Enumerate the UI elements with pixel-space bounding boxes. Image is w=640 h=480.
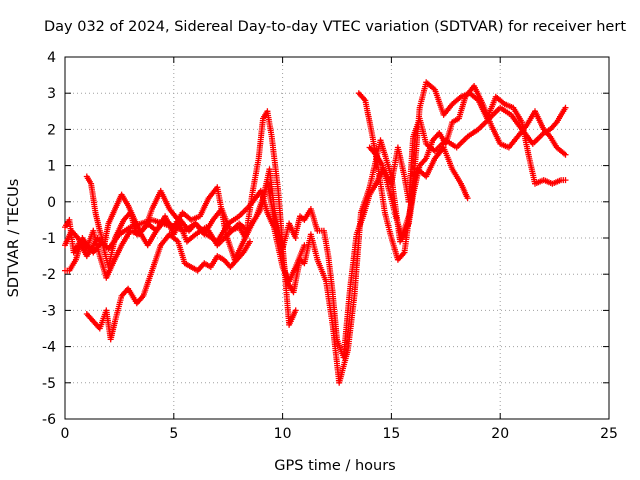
data-point-markers — [292, 104, 569, 361]
x-tick-label: 25 — [600, 426, 618, 442]
data-point-markers — [366, 83, 569, 241]
x-tick-label: 5 — [169, 426, 178, 442]
y-tick-label: 3 — [47, 86, 56, 102]
y-tick-label: -6 — [42, 412, 56, 428]
y-tick-label: -1 — [42, 231, 56, 247]
series-layer — [62, 79, 569, 386]
series-trace-6 — [292, 104, 569, 361]
x-tick-label: 0 — [61, 426, 70, 442]
data-point-markers — [83, 231, 253, 343]
y-axis-label: SDTVAR / TECUs — [6, 179, 22, 298]
x-axis-label: GPS time / hours — [274, 458, 395, 474]
y-tick-label: 0 — [47, 195, 56, 211]
series-trace-4 — [83, 231, 253, 343]
x-tick-label: 20 — [491, 426, 509, 442]
series-trace-8 — [366, 83, 569, 241]
y-tick-label: -4 — [42, 340, 56, 356]
x-tick-label: 10 — [274, 426, 292, 442]
y-tick-label: -5 — [42, 376, 56, 392]
y-tick-label: -2 — [42, 267, 56, 283]
y-axis-ticks: -6 -5 -4 -3 -2 -1 0 1 2 3 4 — [42, 50, 609, 428]
chart-title: Day 032 of 2024, Sidereal Day-to-day VTE… — [44, 19, 626, 35]
y-tick-label: 1 — [47, 159, 56, 175]
x-tick-label: 15 — [382, 426, 400, 442]
plot-frame — [64, 56, 610, 420]
y-tick-label: 4 — [47, 50, 56, 66]
y-tick-label: 2 — [47, 122, 56, 138]
y-tick-label: -3 — [42, 303, 56, 319]
x-axis-ticks: 0 5 10 15 20 25 — [61, 57, 618, 442]
